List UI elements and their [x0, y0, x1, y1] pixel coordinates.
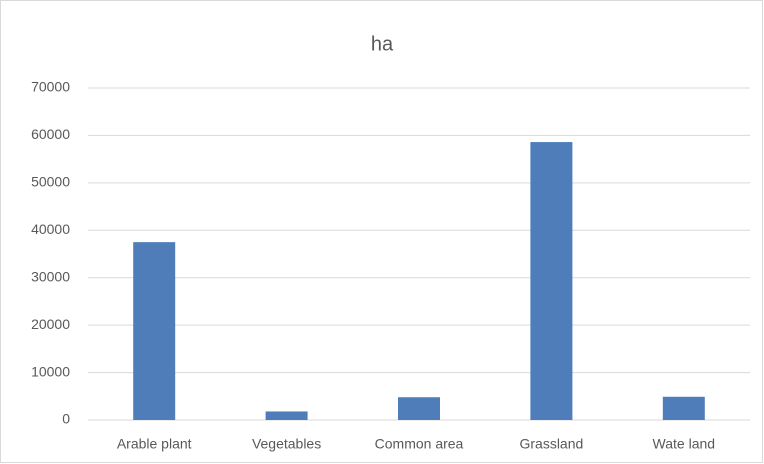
x-tick-label: Arable plant: [117, 436, 192, 452]
bar: [662, 396, 705, 420]
y-tick-label: 70000: [31, 79, 70, 95]
x-tick-label: Common area: [375, 436, 464, 452]
chart-title: ha: [371, 33, 394, 55]
x-tick-label: Wate land: [653, 436, 716, 452]
bar: [398, 397, 440, 420]
y-tick-label: 30000: [31, 268, 70, 284]
y-tick-label: 60000: [31, 126, 70, 142]
x-tick-label: Grassland: [519, 436, 583, 452]
x-tick-label: Vegetables: [252, 436, 321, 452]
y-tick-label: 20000: [31, 316, 70, 332]
y-tick-label: 10000: [31, 363, 70, 379]
bar: [265, 411, 308, 420]
bar: [133, 242, 176, 420]
y-tick-label: 40000: [31, 221, 70, 237]
y-tick-label: 50000: [31, 174, 70, 190]
y-tick-label: 0: [62, 411, 70, 427]
bar: [530, 142, 573, 420]
